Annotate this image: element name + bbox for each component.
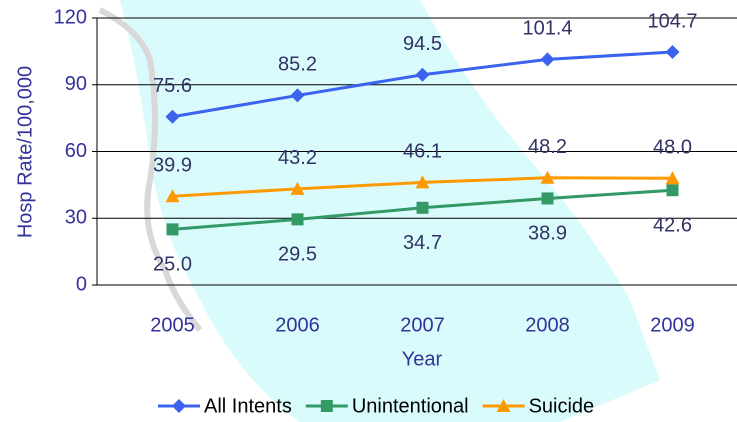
data-label: 101.4 xyxy=(522,18,572,40)
data-label: 43.2 xyxy=(278,147,317,169)
x-axis-label: Year xyxy=(402,348,443,370)
data-label: 104.7 xyxy=(647,10,697,32)
data-label: 34.7 xyxy=(403,232,442,254)
marker xyxy=(165,189,180,203)
data-label: 25.0 xyxy=(153,254,192,276)
x-tick-label: 2009 xyxy=(650,314,695,336)
data-label: 85.2 xyxy=(278,54,317,76)
data-label: 38.9 xyxy=(528,223,567,245)
x-tick-label: 2006 xyxy=(275,314,320,336)
marker xyxy=(166,223,179,236)
y-tick-label: 120 xyxy=(54,6,87,28)
data-label: 39.9 xyxy=(153,155,192,177)
marker xyxy=(290,88,305,103)
marker xyxy=(666,184,679,197)
y-axis-label: Hosp Rate/100,000 xyxy=(14,66,36,238)
legend-label: Unintentional xyxy=(352,395,469,417)
data-label: 94.5 xyxy=(403,33,442,55)
legend-marker xyxy=(496,399,511,412)
x-tick-label: 2007 xyxy=(400,314,445,336)
marker xyxy=(416,201,429,214)
marker xyxy=(665,171,680,185)
marker xyxy=(290,181,305,195)
data-label: 42.6 xyxy=(653,214,692,236)
marker xyxy=(165,109,180,124)
x-tick-label: 2008 xyxy=(525,314,570,336)
y-tick-label: 0 xyxy=(76,273,87,295)
marker xyxy=(291,213,304,226)
marker xyxy=(541,192,554,205)
marker xyxy=(415,67,430,82)
legend-marker xyxy=(172,399,186,413)
data-label: 48.0 xyxy=(653,136,692,158)
legend-label: Suicide xyxy=(529,395,595,417)
map-coast xyxy=(98,7,203,332)
data-label: 75.6 xyxy=(153,75,192,97)
data-label: 29.5 xyxy=(278,244,317,266)
x-tick-label: 2005 xyxy=(150,314,195,336)
marker xyxy=(415,175,430,189)
marker xyxy=(540,170,555,184)
legend-label: All Intents xyxy=(204,395,292,417)
y-tick-label: 30 xyxy=(65,207,87,229)
legend-marker xyxy=(320,400,333,412)
data-label: 46.1 xyxy=(403,141,442,163)
marker xyxy=(665,45,680,60)
data-label: 48.2 xyxy=(528,136,567,158)
marker xyxy=(540,52,555,67)
y-tick-label: 90 xyxy=(65,73,87,95)
y-tick-label: 60 xyxy=(65,140,87,162)
